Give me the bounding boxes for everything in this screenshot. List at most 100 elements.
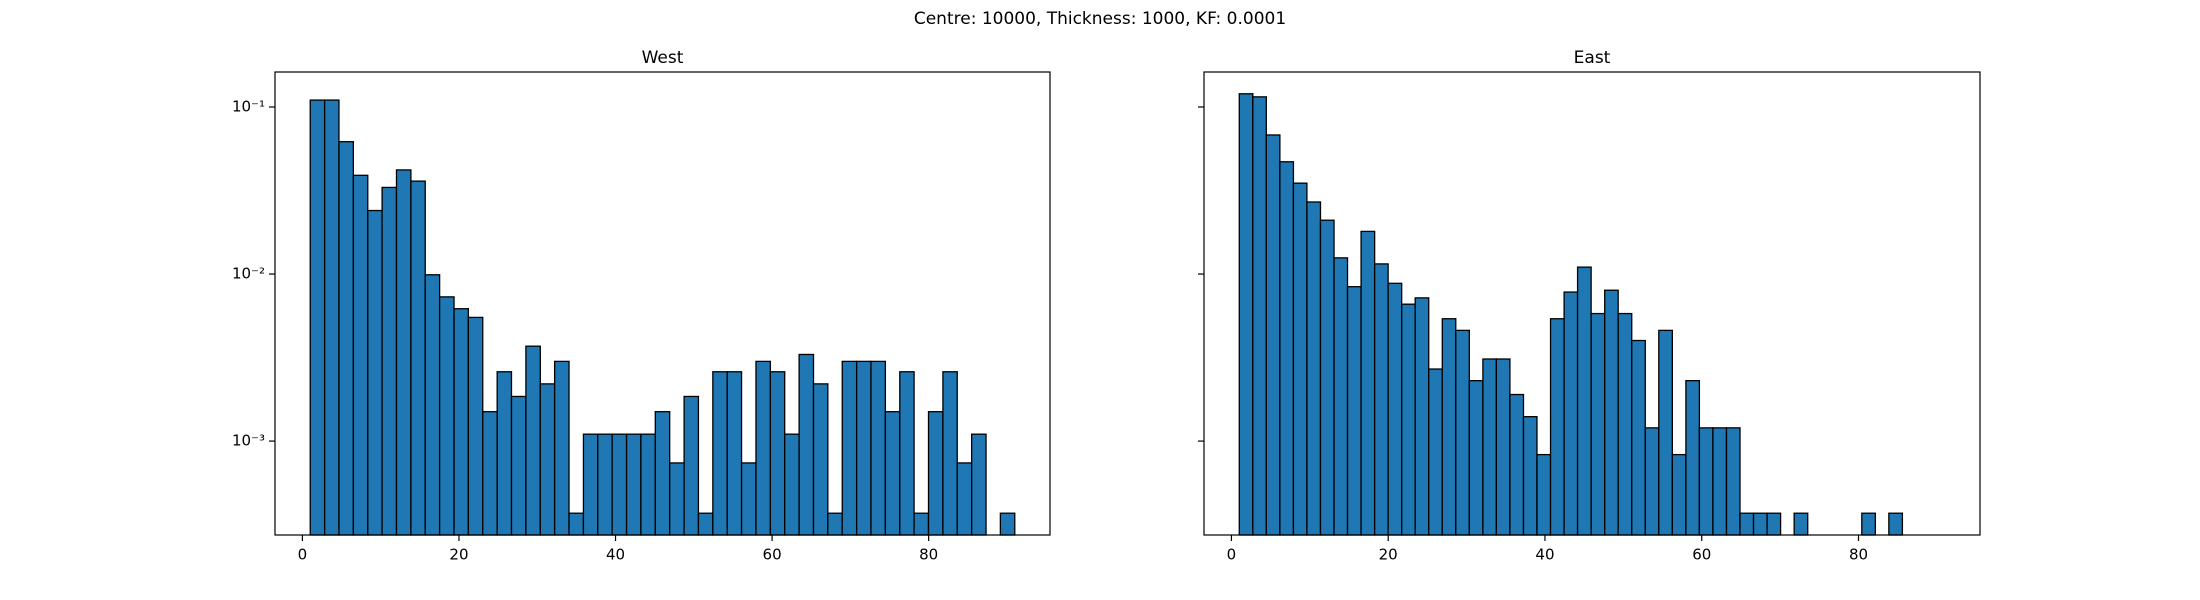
bar xyxy=(841,360,858,536)
x-tick-label: 60 xyxy=(1692,546,1711,564)
bar xyxy=(525,345,541,536)
chart-title: East xyxy=(1574,48,1611,68)
bar xyxy=(1576,266,1592,536)
x-tick-label: 60 xyxy=(763,546,782,564)
x-tick-label: 20 xyxy=(1379,546,1398,564)
axes-frame xyxy=(274,71,1051,536)
bar xyxy=(640,433,656,536)
bar xyxy=(1482,358,1498,536)
bar xyxy=(1766,512,1782,536)
bar xyxy=(1644,427,1660,536)
bar xyxy=(1333,257,1349,536)
chart-title: West xyxy=(642,48,684,68)
bar xyxy=(1414,297,1430,536)
bar xyxy=(539,383,556,536)
bar xyxy=(784,433,800,536)
bar xyxy=(1793,512,1809,536)
bar xyxy=(970,433,987,536)
bar xyxy=(884,411,901,536)
bar xyxy=(367,209,383,536)
bar xyxy=(352,174,369,536)
bar xyxy=(1739,512,1755,536)
bar xyxy=(1373,263,1389,536)
bar xyxy=(625,433,642,536)
bar xyxy=(582,433,599,536)
bar xyxy=(1536,453,1552,536)
bar xyxy=(510,395,527,536)
bar xyxy=(611,433,628,536)
bar xyxy=(798,353,815,536)
bar xyxy=(1671,453,1687,536)
bar xyxy=(1617,312,1633,536)
bar xyxy=(597,433,613,536)
bar xyxy=(1360,230,1376,536)
bar xyxy=(913,512,930,536)
bar xyxy=(1590,312,1606,536)
bar xyxy=(1468,380,1484,536)
bar xyxy=(323,99,340,536)
bar xyxy=(1252,96,1267,536)
x-tick-label: 40 xyxy=(606,546,625,564)
x-tick-label: 20 xyxy=(449,546,468,564)
bar xyxy=(683,395,700,536)
bar xyxy=(453,308,470,536)
bar xyxy=(424,274,441,536)
bar xyxy=(1752,512,1768,536)
bar xyxy=(669,462,685,536)
bar xyxy=(309,99,326,536)
bar xyxy=(654,411,671,536)
bar xyxy=(1725,427,1741,536)
bar xyxy=(740,462,757,536)
bar xyxy=(1522,416,1538,536)
bar xyxy=(553,360,570,536)
bar xyxy=(899,371,915,536)
bar xyxy=(1265,134,1281,536)
bar xyxy=(482,411,498,536)
bar xyxy=(712,371,728,536)
bar xyxy=(410,180,426,536)
bar xyxy=(827,512,843,536)
bar xyxy=(927,411,944,536)
bar xyxy=(1319,219,1335,536)
y-tick-label: 10⁻³ xyxy=(232,432,265,450)
x-tick-label: 80 xyxy=(1849,546,1868,564)
bar xyxy=(1888,512,1904,536)
bar xyxy=(1631,339,1646,536)
bar xyxy=(1563,291,1579,536)
bar xyxy=(812,383,829,536)
bar xyxy=(1658,329,1673,536)
bar xyxy=(1861,512,1877,536)
bar xyxy=(855,360,872,536)
bar xyxy=(755,360,772,536)
x-tick-label: 40 xyxy=(1535,546,1554,564)
bar xyxy=(1428,368,1443,536)
bar xyxy=(438,296,455,536)
bar xyxy=(870,360,887,536)
bar xyxy=(1306,201,1322,536)
bar xyxy=(1441,318,1457,536)
bar xyxy=(467,316,484,536)
bar xyxy=(1549,318,1565,536)
bar xyxy=(1604,289,1619,536)
bar xyxy=(999,512,1016,536)
bar xyxy=(1712,427,1728,536)
bar xyxy=(1685,380,1701,536)
bar xyxy=(697,512,714,536)
bar xyxy=(381,186,398,536)
bar xyxy=(1509,393,1525,536)
bar xyxy=(942,371,958,536)
bar xyxy=(769,371,786,536)
bar xyxy=(568,512,585,536)
x-tick-label: 0 xyxy=(298,546,308,564)
bar xyxy=(1495,358,1511,536)
bar xyxy=(1387,282,1403,536)
bar xyxy=(726,371,743,536)
bar xyxy=(1238,93,1254,536)
bar xyxy=(496,371,513,536)
y-tick-label: 10⁻¹ xyxy=(232,97,265,115)
bar xyxy=(1698,427,1714,536)
bar xyxy=(1401,303,1416,536)
bar xyxy=(338,141,355,536)
x-tick-label: 80 xyxy=(919,546,938,564)
